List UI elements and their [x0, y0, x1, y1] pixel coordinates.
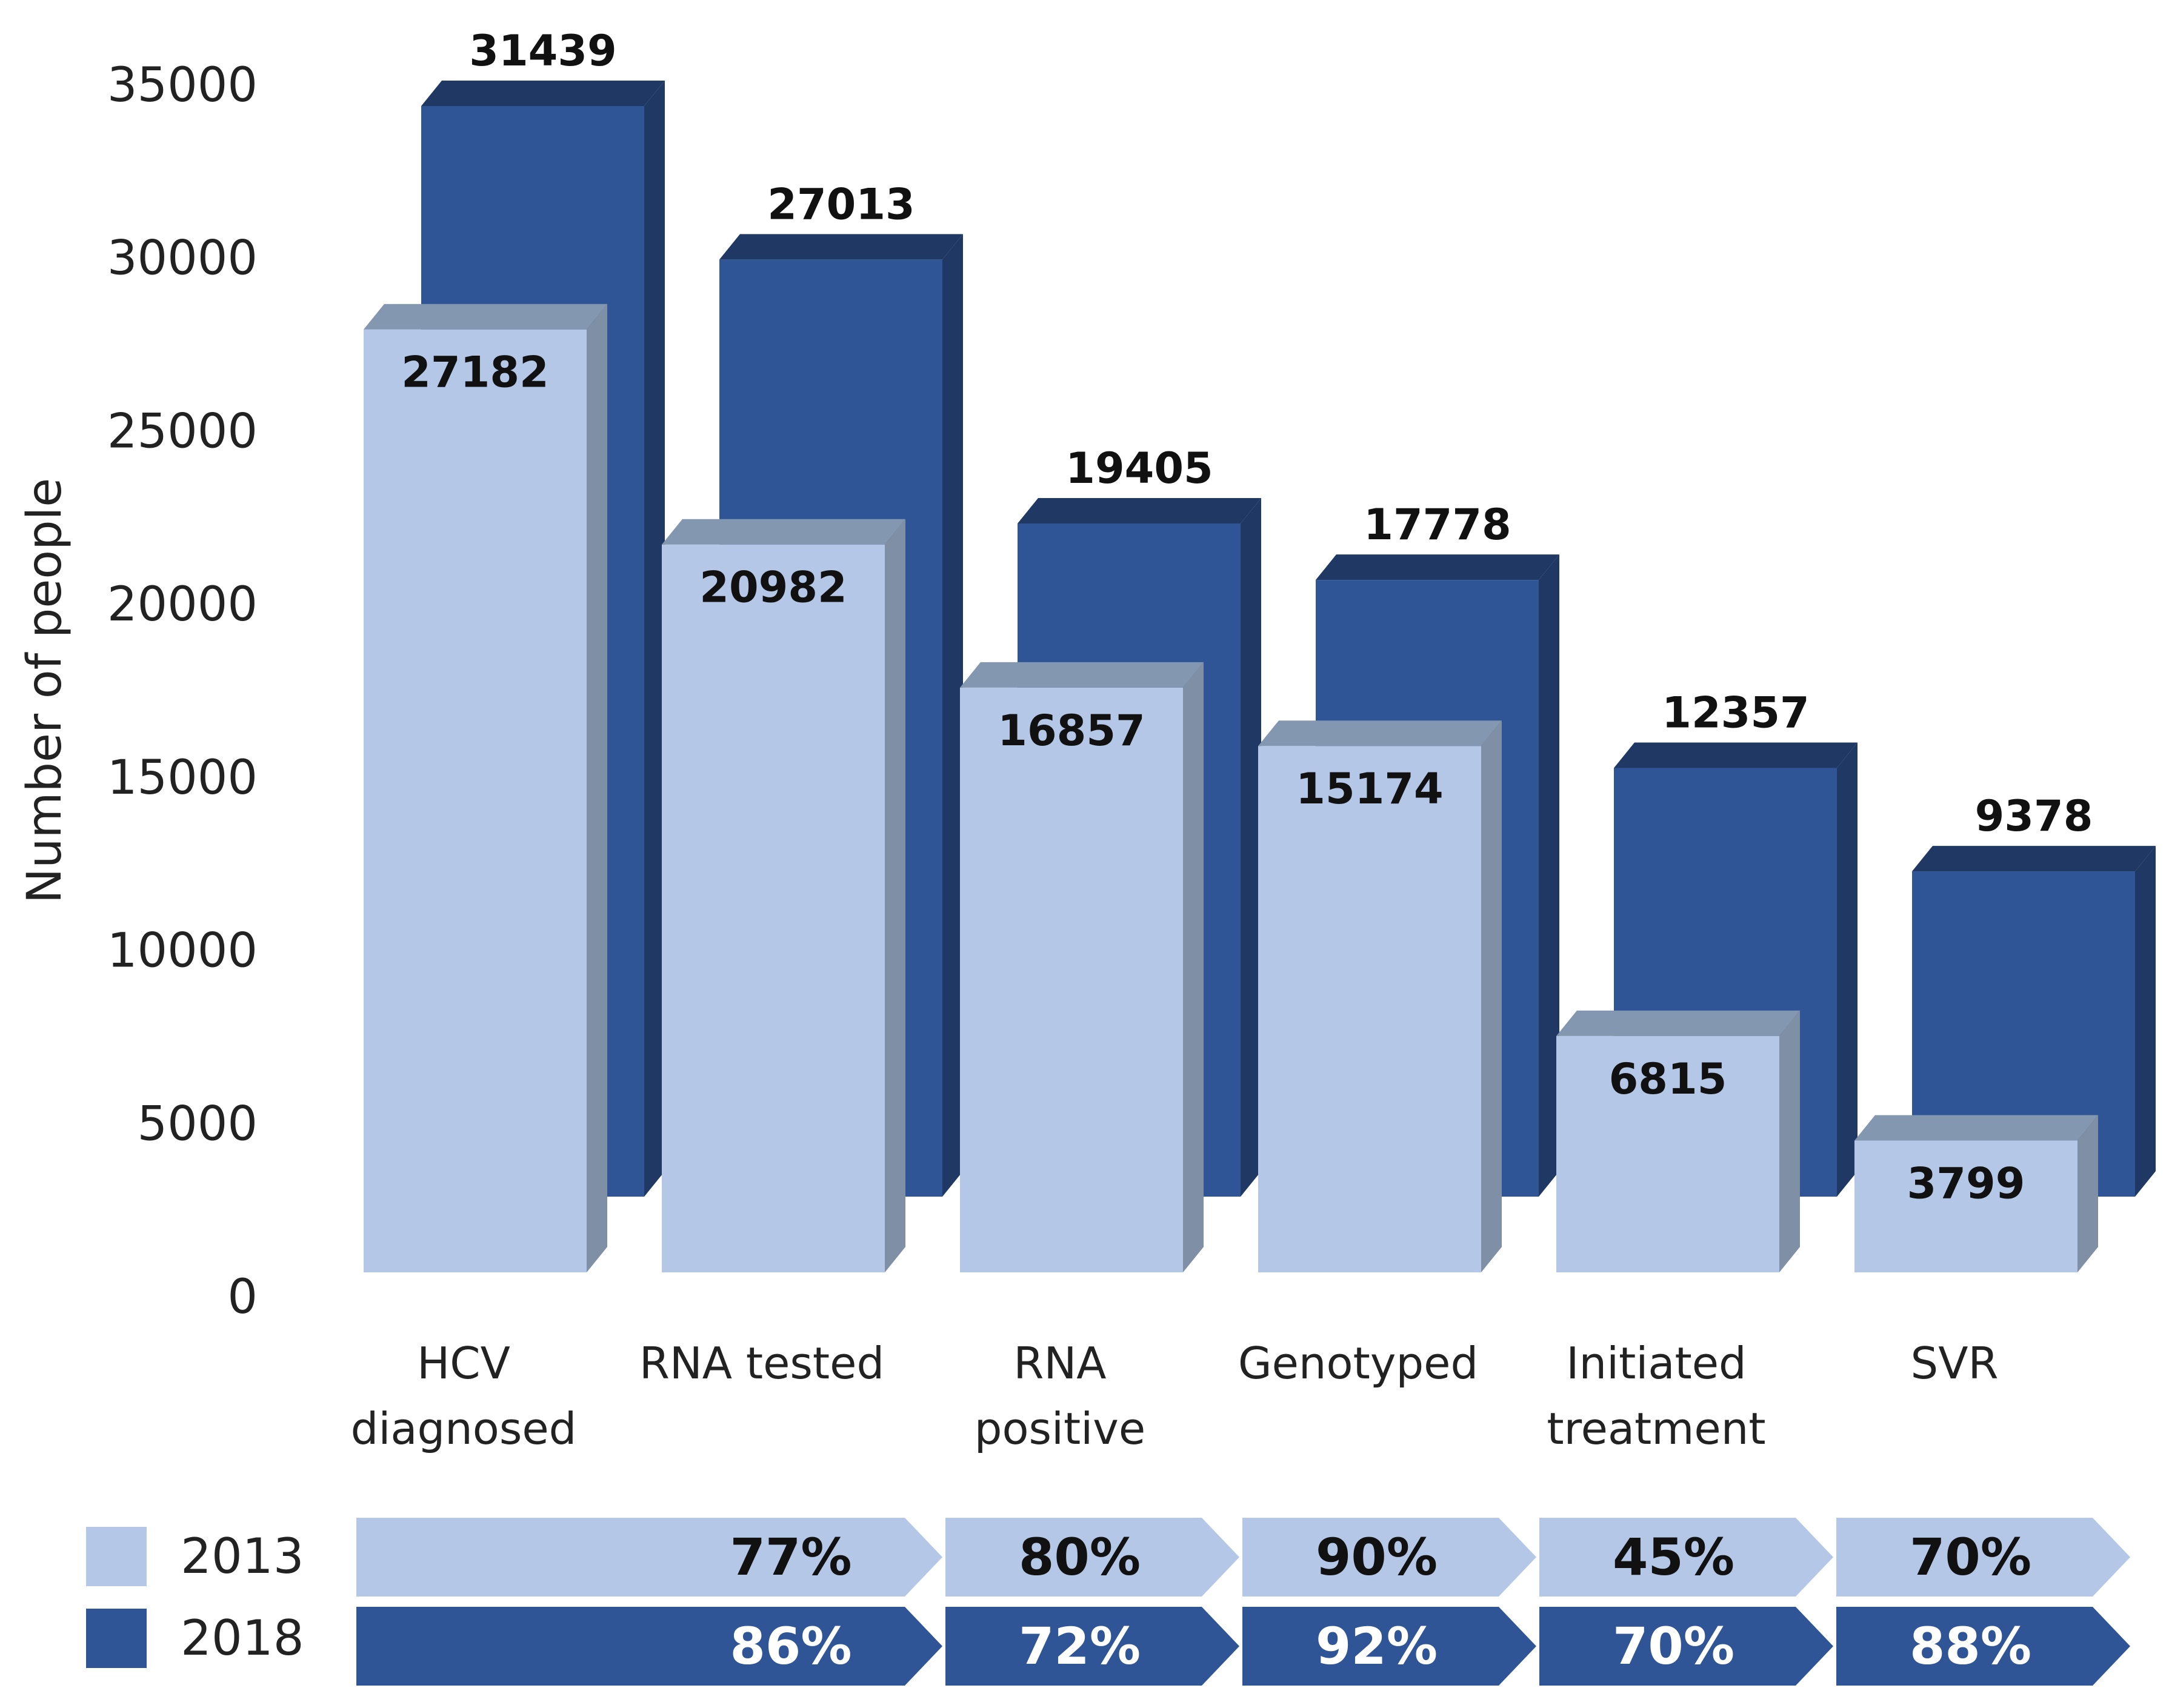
x-category-label: diagnosed: [351, 1403, 577, 1454]
bar-2013-side: [1183, 662, 1204, 1272]
bar-2013-front: [1556, 1035, 1779, 1272]
arrow-2013: [945, 1518, 1239, 1597]
data-label-2013: 3799: [1907, 1158, 2025, 1208]
step-percentage-2018: 86%: [730, 1617, 851, 1676]
y-tick-label: 10000: [107, 924, 258, 979]
data-label-2018: 19405: [1065, 444, 1213, 493]
bar-2013-top: [1258, 720, 1502, 746]
data-labels-2013: 27182 20982 16857 15174 6815 3799: [401, 348, 2025, 1209]
bar-2018-top: [1912, 846, 2156, 872]
data-label-2013: 20982: [699, 563, 847, 613]
y-tick-label: 30000: [107, 231, 258, 286]
arrow-2013: [1539, 1518, 1833, 1597]
bar-2018-top: [1018, 497, 1261, 523]
bar-2013-front: [1258, 746, 1481, 1272]
arrow-2013: [1836, 1518, 2130, 1597]
bar-2013-side: [1779, 1010, 1800, 1272]
y-tick-label: 15000: [107, 751, 258, 805]
bar-2013-front: [662, 544, 885, 1272]
bars-2013: [364, 304, 2098, 1272]
x-category-label: RNA tested: [639, 1338, 884, 1389]
data-labels-2018: 31439 27013 19405 17778 12357 9378: [469, 26, 2093, 841]
x-category-label: Genotyped: [1238, 1338, 1478, 1389]
bar-2018-side: [1241, 497, 1261, 1197]
data-label-2013: 16857: [998, 706, 1145, 756]
bar-2013-side: [1481, 720, 1502, 1272]
step-percentage-2013: 70%: [1910, 1527, 2031, 1587]
x-category-label: RNA: [1013, 1338, 1106, 1389]
bar-2018-side: [1837, 742, 1857, 1197]
data-label-2018: 17778: [1364, 500, 1511, 550]
bar-2018-side: [2135, 846, 2156, 1197]
step-percentage-2013: 90%: [1316, 1527, 1438, 1587]
data-label-2018: 12357: [1662, 688, 1810, 738]
bar-2018-side: [644, 81, 665, 1197]
data-label-2018: 27013: [767, 179, 915, 229]
arrow-2018: [1242, 1607, 1536, 1686]
step-percentage-2018: 88%: [1910, 1617, 2031, 1676]
x-axis: HCV diagnosed RNA tested RNA positive Genotyp…: [351, 1338, 1999, 1454]
step-percentage-2013: 45%: [1613, 1527, 1734, 1587]
bar-2013-side: [2077, 1115, 2098, 1272]
bar-2013-front: [364, 329, 587, 1272]
data-label-2013: 15174: [1296, 764, 1444, 814]
x-category-label: SVR: [1911, 1338, 1999, 1389]
y-tick-label: 0: [227, 1270, 258, 1324]
arrow-2018: [945, 1607, 1239, 1686]
legend-swatch-2018: [86, 1609, 147, 1668]
y-tick-label: 35000: [107, 58, 258, 113]
bar-2013-top: [364, 304, 607, 330]
data-label-2018: 9378: [1975, 791, 2093, 841]
arrow-2013: [356, 1518, 942, 1597]
arrow-2018: [1836, 1607, 2130, 1686]
step-percentage-2013: 77%: [730, 1527, 851, 1587]
legend-label-2013: 2013: [181, 1528, 304, 1584]
bar-2013-top: [960, 662, 1204, 688]
arrow-2018: [356, 1607, 942, 1686]
step-percentage-2018: 70%: [1613, 1617, 1734, 1676]
data-label-2013: 27182: [401, 348, 549, 397]
x-category-label: positive: [975, 1403, 1145, 1454]
bar-2018-side: [942, 234, 963, 1197]
bar-2018-top: [421, 81, 665, 106]
x-category-label: treatment: [1547, 1403, 1765, 1454]
y-tick-label: 20000: [107, 577, 258, 632]
bar-2013-front: [960, 687, 1183, 1272]
arrow-2013: [1242, 1518, 1536, 1597]
x-category-label: HCV: [417, 1338, 510, 1389]
bar-2013-top: [1556, 1010, 1800, 1036]
bar-2018-top: [1316, 554, 1559, 580]
x-category-label: Initiated: [1566, 1338, 1746, 1389]
bar-2013-side: [885, 519, 905, 1272]
step-percentage-arrows: 77% 80% 90% 45% 70% 86% 72% 92% 70% 88%: [356, 1518, 2130, 1686]
step-percentage-2018: 92%: [1316, 1617, 1438, 1676]
y-tick-label: 5000: [137, 1097, 258, 1151]
bar-2013-front: [1854, 1140, 2077, 1272]
legend-swatch-2013: [86, 1527, 147, 1586]
y-axis-label: Number of people: [18, 478, 72, 904]
bar-2013-side: [587, 304, 607, 1272]
y-tick-label: 25000: [107, 404, 258, 459]
step-percentage-2013: 80%: [1019, 1527, 1141, 1587]
legend-label-2018: 2018: [181, 1610, 304, 1666]
arrow-2018: [1539, 1607, 1833, 1686]
bar-2018-side: [1539, 554, 1559, 1197]
bar-2018-top: [719, 234, 963, 260]
step-percentage-2018: 72%: [1019, 1617, 1141, 1676]
data-label-2018: 31439: [469, 26, 617, 76]
bar-2013-top: [662, 519, 905, 545]
bar-2018-top: [1614, 742, 1857, 768]
bar-2013-top: [1854, 1115, 2098, 1141]
legend: 2013 2018: [86, 1527, 304, 1668]
y-axis: 0 5000 10000 15000 20000 25000 30000 35000: [107, 58, 258, 1324]
data-label-2013: 6815: [1609, 1054, 1727, 1104]
